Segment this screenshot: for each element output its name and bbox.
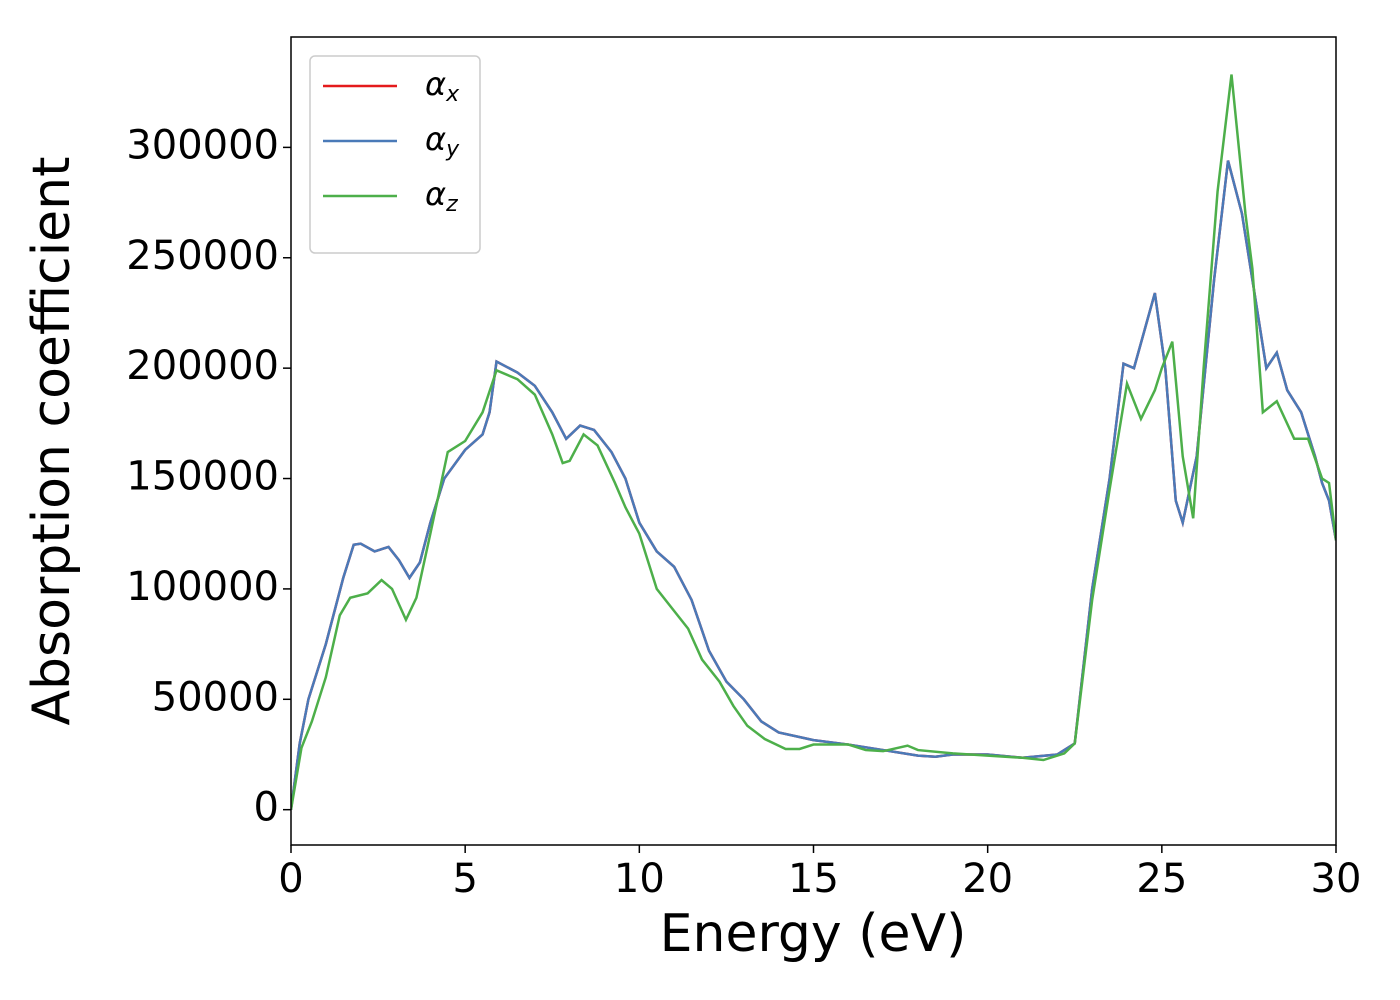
y-tick-label: 50000 [152,674,279,720]
legend-box [309,55,481,254]
x-tick-label: 20 [962,856,1013,902]
plot-frame [290,36,1337,846]
x-tick-label: 15 [788,856,839,902]
x-tick-label: 30 [1311,856,1362,902]
x-tick-label: 10 [614,856,665,902]
y-tick-label: 0 [254,785,279,831]
y-tick-label: 100000 [126,564,279,610]
x-tick-label: 0 [278,856,303,902]
legend-label: αz [425,175,458,217]
y-axis-label: Absorption coefficient [22,156,82,725]
x-tick-label: 25 [1136,856,1187,902]
legend-label: αy [425,120,460,162]
y-tick-label: 250000 [126,233,279,279]
data-line [291,74,1336,810]
data-line [291,160,1336,810]
x-tick-label: 5 [452,856,477,902]
legend-label: αx [425,65,460,107]
data-line [291,160,1336,810]
y-tick-label: 300000 [126,122,279,168]
x-axis-label: Energy (eV) [660,904,967,964]
y-tick-label: 200000 [126,343,279,389]
y-tick-label: 150000 [126,454,279,500]
